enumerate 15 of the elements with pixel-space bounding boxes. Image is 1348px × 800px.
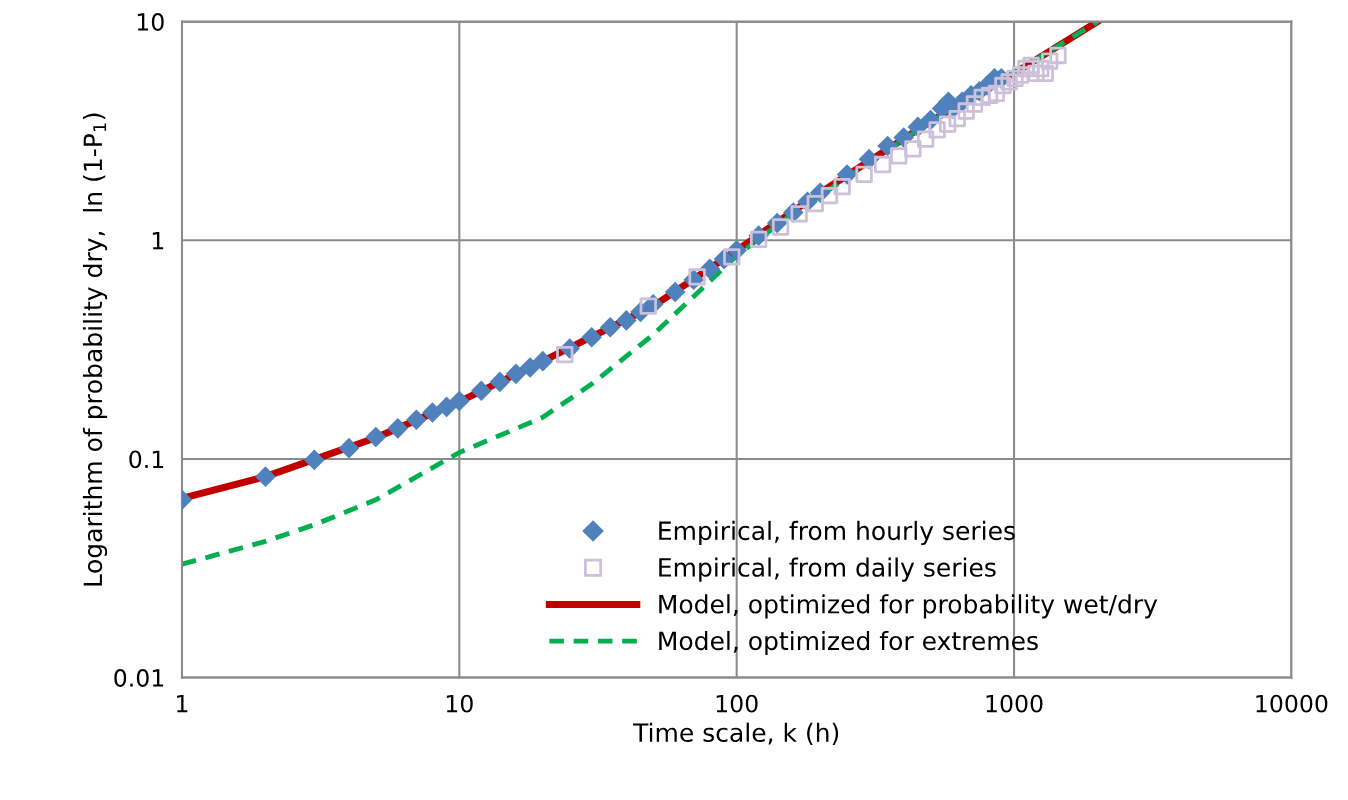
y-tick-label: 10 xyxy=(137,13,164,31)
y-axis-title: Logarithm of probability dry, ln (1-P$_{1}$) xyxy=(82,113,108,586)
x-tick-label: 100 xyxy=(716,694,758,713)
x-tick-label: 10000 xyxy=(1256,694,1328,713)
x-tick-label: 10 xyxy=(446,694,473,713)
y-tick-label: 0.1 xyxy=(129,450,164,469)
x-tick-label: 1000 xyxy=(986,694,1043,713)
legend-label: Empirical, from daily series xyxy=(659,557,996,582)
legend-label: Empirical, from hourly series xyxy=(659,520,1015,546)
legend-label: Model, optimized for extremes xyxy=(659,630,1038,656)
legend-label: Model, optimized for probability wet/dry xyxy=(659,594,1158,619)
y-tick-label: 1 xyxy=(152,232,164,250)
y-tick-label: 0.01 xyxy=(114,669,164,687)
x-tick-label: 1 xyxy=(177,694,188,713)
x-axis-title: Time scale, k (h) xyxy=(633,722,839,745)
